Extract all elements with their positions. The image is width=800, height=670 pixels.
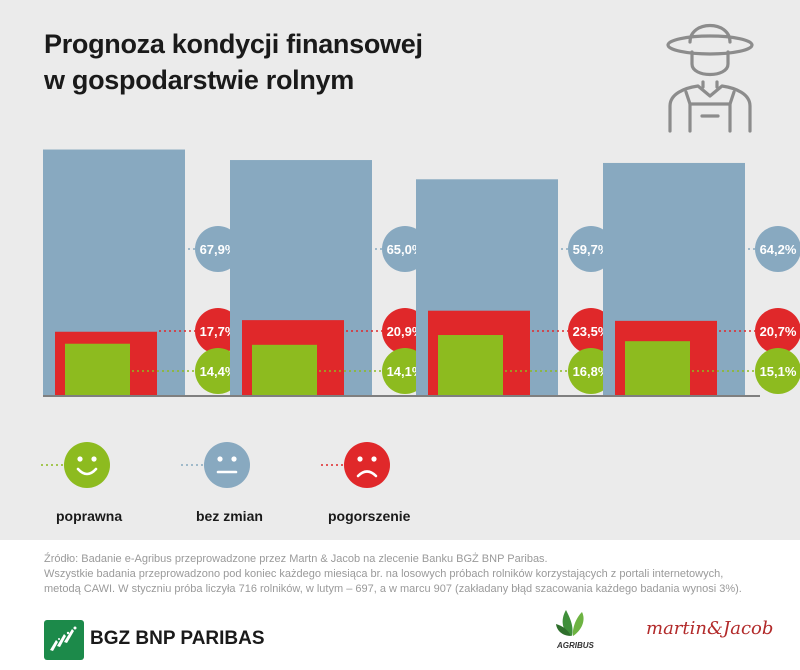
data-bubble-bez-zmian — [568, 226, 614, 272]
legend-label-bez-zmian: bez zmian — [196, 508, 263, 524]
happy-face-icon — [64, 442, 110, 488]
bar-poprawna — [252, 344, 317, 396]
data-label-poprawna: 16,8% — [573, 364, 610, 379]
bank-logo-text: BGZ BNP PARIBAS — [90, 628, 265, 649]
agribus-logo-text: AGRIBUS — [557, 641, 594, 650]
data-label-bez-zmian: 67,9% — [200, 242, 237, 257]
data-bubble-pogorszenie — [568, 308, 614, 354]
data-label-pogorszenie: 17,7% — [200, 324, 237, 339]
data-label-poprawna: 14,1% — [387, 364, 424, 379]
data-bubble-poprawna — [755, 348, 800, 394]
footer-line-2: Wszystkie badania przeprowadzono pod kon… — [44, 568, 724, 580]
legend-label-pogorszenie: pogorszenie — [328, 508, 411, 524]
data-bubble-pogorszenie — [755, 308, 800, 354]
data-label-pogorszenie: 23,5% — [573, 324, 610, 339]
footer-line-1: Źródło: Badanie e-Agribus przeprowadzone… — [44, 553, 548, 565]
face-right-eye — [371, 456, 377, 462]
footer-source-note: Źródło: Badanie e-Agribus przeprowadzone… — [44, 552, 784, 597]
neutral-face-icon — [204, 442, 250, 488]
title-line-1: Prognoza kondycji finansowej — [44, 29, 423, 59]
page-title: Prognoza kondycji finansowej w gospodars… — [44, 26, 423, 98]
face-right-eye — [231, 456, 237, 462]
bar-poprawna — [65, 343, 130, 396]
data-label-poprawna: 15,1% — [760, 364, 797, 379]
data-bubble-bez-zmian — [755, 226, 800, 272]
sad-face-icon — [344, 442, 390, 488]
face-left-eye — [77, 456, 83, 462]
chart: 67,9% 17,7% 14,4% 65,0% 20,9% 14,1% 59,7% 23,5%… — [41, 149, 800, 488]
farmer-icon — [666, 23, 754, 133]
data-bubble-poprawna — [568, 348, 614, 394]
bar-poprawna — [438, 335, 503, 396]
face-right-eye — [91, 456, 97, 462]
title-line-2: w gospodarstwie rolnym — [44, 65, 354, 95]
bank-logo-icon — [44, 620, 84, 660]
data-label-pogorszenie: 20,9% — [387, 324, 424, 339]
data-label-pogorszenie: 20,7% — [760, 324, 797, 339]
data-bubble-pogorszenie — [195, 308, 241, 354]
face-left-eye — [357, 456, 363, 462]
face-mouth — [356, 470, 378, 478]
data-label-bez-zmian: 59,7% — [573, 242, 610, 257]
data-label-poprawna: 14,4% — [200, 364, 237, 379]
data-bubble-bez-zmian — [195, 226, 241, 272]
martin-jacob-logo: martin&Jacob — [646, 618, 774, 639]
agribus-logo-icon — [556, 610, 584, 636]
data-label-bez-zmian: 64,2% — [760, 242, 797, 257]
data-bubble-poprawna — [195, 348, 241, 394]
face-mouth — [76, 467, 98, 476]
legend-label-poprawna: poprawna — [56, 508, 123, 524]
footer-line-3: metodą CAWI. W styczniu próba liczyła 71… — [44, 583, 742, 595]
data-label-bez-zmian: 65,0% — [387, 242, 424, 257]
face-left-eye — [217, 456, 223, 462]
bar-poprawna — [625, 341, 690, 396]
